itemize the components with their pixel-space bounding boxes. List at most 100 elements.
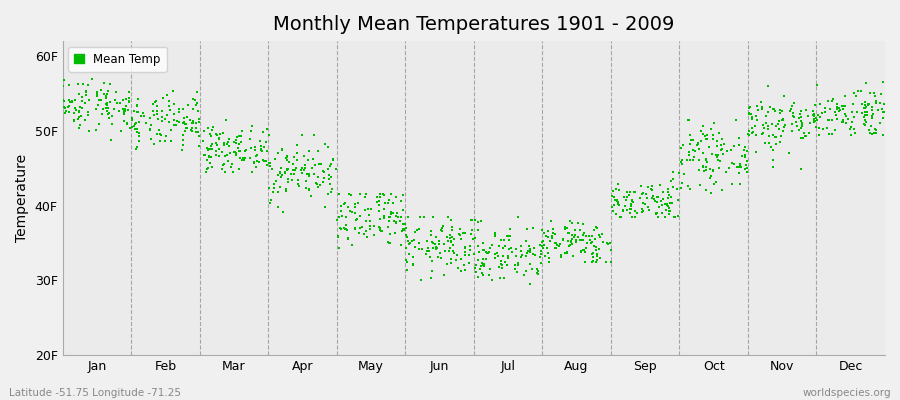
- Point: [690, 141, 705, 148]
- Point: [382, 230, 397, 237]
- Point: [105, 113, 120, 119]
- Point: [227, 149, 241, 156]
- Point: [655, 195, 670, 202]
- Point: [863, 130, 878, 136]
- Point: [748, 122, 762, 129]
- Point: [369, 194, 383, 200]
- Point: [859, 112, 873, 118]
- Point: [571, 220, 585, 226]
- Point: [130, 95, 145, 102]
- Point: [625, 206, 639, 212]
- Point: [310, 174, 325, 180]
- Point: [454, 236, 469, 242]
- Point: [317, 168, 331, 175]
- Point: [480, 250, 494, 256]
- Point: [654, 209, 669, 216]
- Point: [588, 236, 602, 242]
- Point: [360, 234, 374, 240]
- Point: [412, 246, 427, 252]
- Point: [65, 99, 79, 105]
- Point: [579, 245, 593, 251]
- Point: [724, 147, 738, 154]
- Point: [722, 165, 736, 171]
- Point: [110, 100, 124, 106]
- Point: [299, 184, 313, 191]
- Point: [700, 136, 715, 142]
- Point: [698, 187, 713, 193]
- Point: [163, 107, 177, 113]
- Point: [476, 256, 491, 262]
- Point: [180, 125, 194, 131]
- Point: [254, 146, 268, 152]
- Point: [698, 168, 712, 175]
- Point: [589, 246, 603, 253]
- Point: [777, 93, 791, 100]
- Point: [652, 204, 666, 210]
- Point: [82, 97, 96, 104]
- Point: [575, 232, 590, 238]
- Point: [649, 210, 663, 216]
- Point: [436, 272, 451, 278]
- Point: [744, 111, 759, 118]
- Point: [540, 245, 554, 251]
- Point: [229, 149, 243, 156]
- Point: [558, 226, 572, 232]
- Point: [58, 108, 73, 114]
- Point: [837, 92, 851, 99]
- Point: [81, 112, 95, 119]
- Point: [122, 89, 137, 96]
- Point: [510, 259, 525, 266]
- Point: [189, 128, 203, 135]
- Point: [684, 137, 698, 143]
- Point: [112, 100, 127, 106]
- Point: [348, 226, 363, 232]
- Point: [482, 272, 496, 278]
- Point: [674, 145, 688, 151]
- Point: [756, 125, 770, 131]
- Point: [398, 221, 412, 227]
- Point: [303, 193, 318, 200]
- Point: [254, 146, 268, 153]
- Point: [491, 250, 505, 257]
- Point: [423, 254, 437, 260]
- Point: [625, 203, 639, 210]
- Point: [766, 132, 780, 138]
- Point: [674, 185, 688, 191]
- Point: [121, 107, 135, 114]
- Point: [274, 174, 288, 180]
- Point: [561, 238, 575, 244]
- Point: [302, 171, 317, 178]
- Point: [830, 106, 844, 112]
- Point: [444, 217, 458, 223]
- Point: [462, 252, 476, 258]
- Point: [122, 99, 136, 106]
- Point: [197, 152, 211, 159]
- Point: [700, 132, 715, 138]
- Point: [366, 222, 381, 229]
- Point: [469, 262, 483, 269]
- Point: [504, 245, 518, 251]
- Point: [107, 97, 122, 104]
- Point: [876, 79, 890, 86]
- Point: [675, 180, 689, 186]
- Point: [340, 226, 355, 233]
- Point: [148, 112, 162, 118]
- Point: [690, 140, 705, 146]
- Point: [186, 120, 201, 126]
- Point: [158, 137, 172, 144]
- Point: [610, 199, 625, 205]
- Point: [712, 164, 726, 171]
- Point: [393, 214, 408, 220]
- Point: [359, 228, 374, 234]
- Point: [400, 214, 415, 220]
- Point: [611, 180, 625, 187]
- Point: [185, 128, 200, 135]
- Point: [560, 225, 574, 232]
- Point: [196, 138, 211, 145]
- Point: [210, 132, 224, 138]
- Point: [590, 256, 605, 263]
- Point: [491, 252, 506, 259]
- Point: [650, 198, 664, 205]
- Point: [549, 244, 563, 251]
- Point: [378, 200, 392, 206]
